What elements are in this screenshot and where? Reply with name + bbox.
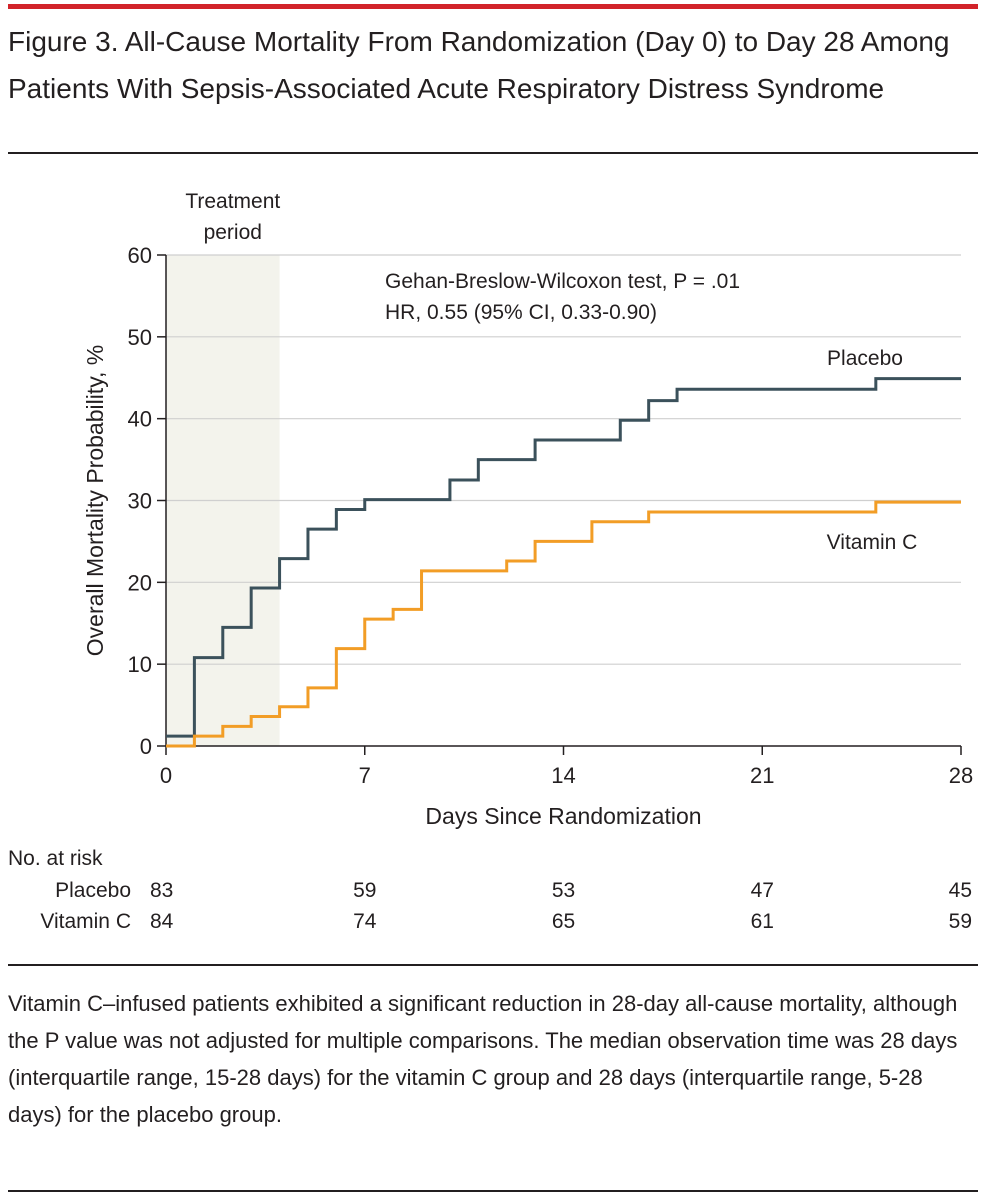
risk-cell: 61 — [751, 910, 774, 933]
curve-placebo — [166, 377, 961, 738]
survival-curves — [166, 377, 961, 748]
series-label-placebo: Placebo — [827, 347, 903, 370]
risk-cell: 47 — [751, 879, 774, 902]
risk-cell: 74 — [353, 910, 377, 933]
y-tick-label: 30 — [128, 489, 152, 514]
x-tick-label: 0 — [160, 763, 172, 788]
top-accent-bar — [8, 4, 978, 9]
treatment-period-label-line2: period — [204, 221, 262, 244]
series-label-vitamin-c: Vitamin C — [827, 531, 918, 554]
risk-cell: 65 — [552, 910, 575, 933]
risk-row-label-placebo: Placebo — [55, 879, 131, 902]
test-annotation: Gehan-Breslow-Wilcoxon test, P = .01 — [385, 270, 740, 293]
x-tick-label: 7 — [359, 763, 371, 788]
y-tick-label: 10 — [128, 652, 152, 677]
x-tick-label: 28 — [949, 763, 973, 788]
gridlines — [166, 254, 961, 665]
series-labels: Placebo Vitamin C — [827, 347, 918, 554]
risk-row-label-vitamin-c: Vitamin C — [40, 910, 131, 933]
y-tick-label: 0 — [140, 734, 152, 759]
treatment-period-label-line1: Treatment — [185, 190, 280, 213]
x-tick-label: 21 — [750, 763, 774, 788]
caption-rule — [8, 964, 978, 966]
risk-cell: 45 — [949, 879, 972, 902]
y-tick-label: 20 — [128, 570, 152, 595]
y-tick-label: 40 — [128, 407, 152, 432]
x-axis-label: Days Since Randomization — [425, 803, 701, 829]
risk-cell: 84 — [150, 910, 174, 933]
risk-cell: 59 — [949, 910, 972, 933]
title-rule — [8, 152, 978, 154]
hr-annotation: HR, 0.55 (95% CI, 0.33-0.90) — [385, 301, 657, 324]
y-axis-label: Overall Mortality Probability, % — [82, 345, 108, 656]
figure-title: Figure 3. All-Cause Mortality From Rando… — [8, 26, 950, 104]
curve-vitamin-c — [166, 500, 961, 748]
risk-cell: 59 — [353, 879, 376, 902]
y-tick-label: 60 — [128, 243, 152, 268]
bottom-rule — [8, 1190, 978, 1192]
km-chart: Treatment period 0 10 20 30 40 50 60 0 7 14 21 28 P… — [8, 190, 974, 933]
y-tick-label: 50 — [128, 325, 152, 350]
x-tick-label: 14 — [551, 763, 575, 788]
figure-caption: Vitamin C–infused patients exhibited a s… — [8, 991, 958, 1127]
risk-table-header: No. at risk — [8, 847, 103, 870]
risk-cell: 53 — [552, 879, 575, 902]
risk-cell: 83 — [150, 879, 173, 902]
axes: 0 10 20 30 40 50 60 0 7 14 21 28 — [128, 243, 974, 788]
risk-table: No. at risk Placebo 83 59 53 47 45 Vitamin C 84 7… — [8, 847, 972, 933]
